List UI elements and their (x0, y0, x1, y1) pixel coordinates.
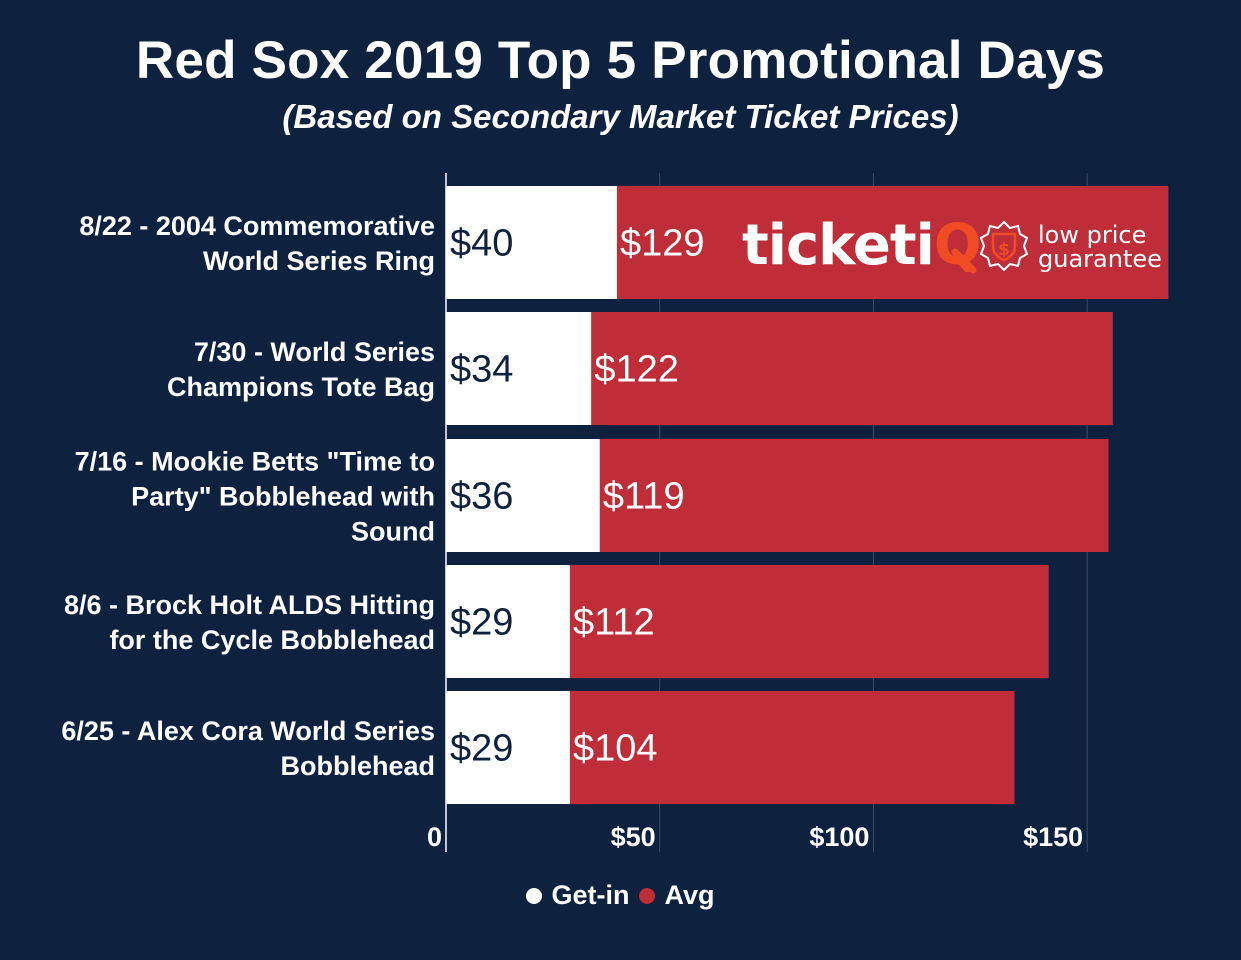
legend-label-avg: Avg (664, 880, 715, 910)
bar-avg (616, 186, 1169, 299)
category-label: 8/22 - 2004 Commemorative (79, 211, 435, 241)
logo-magnifier-handle (951, 248, 977, 274)
bar-avg (569, 565, 1049, 678)
category-label: 6/25 - Alex Cora World Series (61, 716, 435, 746)
legend-swatch-getin (526, 887, 543, 904)
legend-item-avg: Avg (639, 880, 715, 911)
x-tick-label: $50 (611, 822, 656, 852)
category-label: 7/16 - Mookie Betts "Time to (75, 447, 435, 477)
shield-icon (991, 232, 1017, 262)
dollar-icon: $ (998, 240, 1010, 260)
data-label-getin: $29 (450, 728, 513, 770)
category-label: 8/6 - Brock Holt ALDS Hitting (64, 590, 435, 620)
logo-wordmark-ticketi: ticketi (742, 213, 934, 278)
legend-swatch-avg (639, 887, 656, 904)
chart-title: Red Sox 2019 Top 5 Promotional Days (135, 31, 1106, 90)
legend-label-getin: Get-in (551, 880, 630, 910)
data-label-getin: $40 (450, 223, 513, 265)
bar-getin (446, 439, 600, 552)
logo-tagline-line1: low price (1038, 221, 1146, 249)
data-label-avg: $122 (594, 349, 679, 391)
bar-avg (591, 312, 1113, 425)
data-label-getin: $29 (450, 602, 513, 644)
bar-getin (446, 691, 570, 804)
badge-icon (979, 220, 1029, 272)
x-tick-label: $100 (809, 822, 869, 852)
logo-tagline-line2: guarantee (1038, 245, 1162, 273)
category-label: Sound (351, 517, 435, 547)
bar-getin (446, 186, 617, 299)
category-label: Bobblehead (280, 751, 435, 781)
legend-item-getin: Get-in (526, 880, 629, 911)
bar-getin (446, 312, 592, 425)
data-label-avg: $119 (603, 476, 685, 518)
data-label-getin: $34 (450, 349, 513, 391)
bar-avg (599, 439, 1109, 552)
category-label: Party" Bobblehead with (131, 482, 435, 512)
logo-wordmark: ticketiQ (742, 213, 980, 278)
x-tick-label: 0 (427, 822, 442, 852)
chart-subtitle: (Based on Secondary Market Ticket Prices… (282, 98, 959, 135)
data-label-getin: $36 (450, 476, 513, 518)
legend: Get-in Avg (0, 880, 1241, 911)
bar-avg (569, 691, 1015, 804)
data-label-avg: $104 (573, 728, 658, 770)
category-label: for the Cycle Bobblehead (109, 625, 435, 655)
category-label: 7/30 - World Series (194, 337, 435, 367)
data-label-avg: $129 (620, 223, 705, 265)
data-label-avg: $112 (573, 602, 655, 644)
category-label: World Series Ring (203, 246, 435, 276)
category-label: Champions Tote Bag (167, 372, 435, 402)
bar-getin (446, 565, 570, 678)
x-tick-label: $150 (1023, 822, 1083, 852)
